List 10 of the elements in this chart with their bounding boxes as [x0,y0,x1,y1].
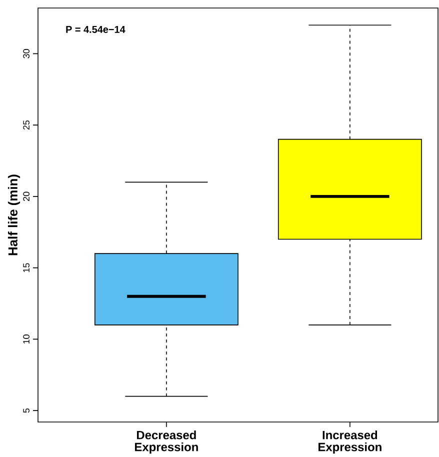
y-tick-label: 25 [23,120,30,130]
y-axis-title: Half life (min) [8,174,20,256]
x-tick-label: Increased Expression [318,430,382,454]
x-tick-label: Decreased Expression [135,430,198,454]
y-tick-label: 5 [23,408,30,413]
annotation: P = 4.54e−14 [66,26,126,33]
y-tick-label: 30 [23,49,30,58]
y-tick-label: 20 [23,192,30,201]
y-tick-label: 15 [23,263,30,272]
y-tick-label: 10 [23,334,30,344]
